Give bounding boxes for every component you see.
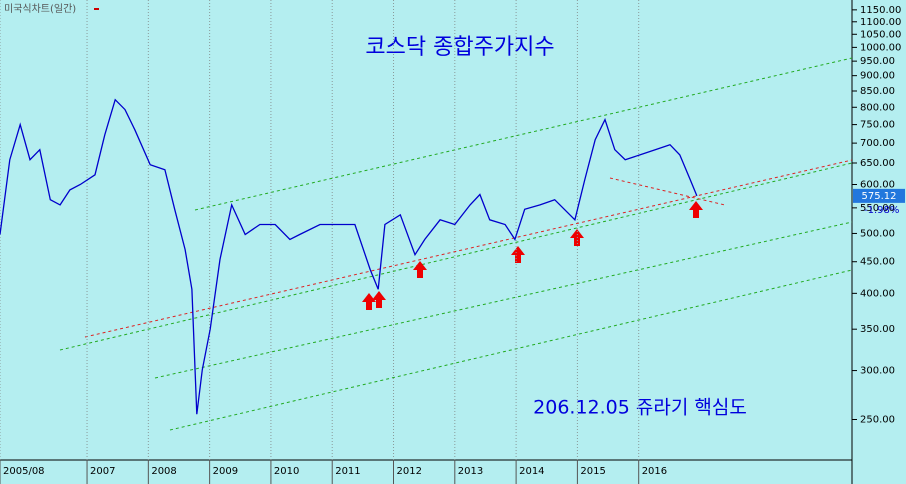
x-tick-label: 2016 [642,466,667,477]
last-price-box [853,188,905,203]
y-tick-label: 500.00 [860,228,895,239]
y-tick-label: 250.00 [860,415,895,426]
x-tick-label: 2015 [580,466,605,477]
y-tick-label: 650.00 [860,158,895,169]
y-tick-label: 350.00 [860,324,895,335]
x-tick-label: 2010 [274,466,299,477]
x-tick-label: 2012 [397,466,422,477]
last-price-label: 575.12 [862,191,897,202]
neckline [609,177,726,206]
x-tick-label: 2008 [151,466,176,477]
y-tick-label: 400.00 [860,288,895,299]
arrow [362,293,376,310]
change-label: -1.98% [864,205,899,216]
y-tick-label: 1050.00 [860,29,901,40]
support-line [84,159,853,338]
x-tick-label: 2013 [458,466,483,477]
y-tick-label: 700.00 [860,138,895,149]
price-line [0,98,698,415]
channel-line [59,162,853,351]
x-tick-label: 2005/08 [3,466,45,477]
chart-mode: 미국식차트(일간) [4,3,76,15]
x-tick-label: 2007 [90,466,115,477]
arrow [511,246,525,263]
y-tick-label: 900.00 [860,71,895,82]
y-tick-label: 1100.00 [860,17,901,28]
annotation: 206.12.05 쥬라기 핵심도 [533,397,747,419]
x-tick-label: 2014 [519,466,544,477]
arrow [372,291,386,308]
y-tick-label: 950.00 [860,56,895,67]
y-tick-label: 800.00 [860,102,895,113]
x-tick-label: 2009 [213,466,238,477]
y-tick-label: 750.00 [860,120,895,131]
x-tick-label: 2011 [335,466,360,477]
channel-line [194,57,853,211]
arrow [413,261,427,278]
y-tick-label: 850.00 [860,86,895,97]
y-tick-label: 600.00 [860,179,895,190]
y-tick-label: 300.00 [860,366,895,377]
mode-marker [94,8,99,10]
channel-line [154,221,853,379]
chart-title: 코스닥 종합주가지수 [365,35,554,60]
trend-lines [59,57,853,431]
arrow [689,201,703,218]
channel-line [169,269,853,431]
y-tick-label: 450.00 [860,257,895,268]
y-tick-label: 550.00 [860,203,895,214]
y-tick-label: 1000.00 [860,42,901,53]
y-tick-label: 1150.00 [860,5,901,16]
